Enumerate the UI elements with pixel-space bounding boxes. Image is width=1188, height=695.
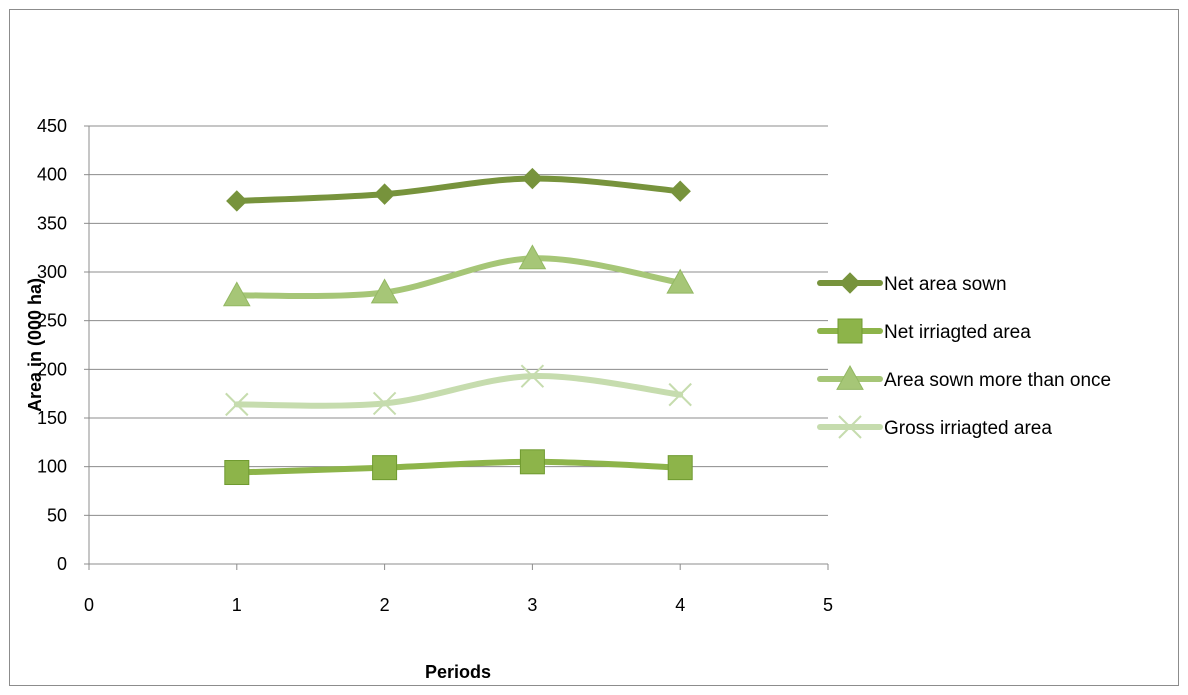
y-axis-title: Area in (000 ha) <box>25 278 45 412</box>
data-point <box>521 167 544 190</box>
y-tick-label: 0 <box>57 554 67 574</box>
legend: Net area sown Net irriagted area Area sown… <box>817 272 1111 439</box>
legend-label: Net area sown <box>884 274 1007 295</box>
series-lines <box>233 175 684 476</box>
legend-label: Net irriagted area <box>884 322 1031 343</box>
legend-marker <box>839 272 861 294</box>
y-tick-label: 150 <box>37 408 67 428</box>
chart-frame <box>9 9 1179 686</box>
data-point <box>225 392 249 417</box>
legend-label: Area sown more than once <box>884 370 1111 391</box>
axes <box>88 126 828 565</box>
x-tick-label: 1 <box>232 595 242 615</box>
series-line <box>233 373 684 409</box>
x-axis-title: Periods <box>425 662 491 682</box>
legend-label: Gross irriagted area <box>884 418 1052 439</box>
series-line <box>233 175 684 204</box>
y-tick-label: 400 <box>37 165 67 185</box>
data-point <box>222 281 251 307</box>
y-tick-label: 250 <box>37 311 67 331</box>
data-point <box>668 382 692 407</box>
data-point <box>372 455 398 481</box>
series-markers <box>222 167 695 486</box>
y-tick-labels: 0 50 100 150 200 250 300 350 400 450 <box>37 116 67 574</box>
data-point <box>372 391 397 416</box>
series-line <box>233 458 684 476</box>
data-point <box>224 460 250 486</box>
y-tick-label: 50 <box>47 505 67 525</box>
y-tick-label: 200 <box>37 359 67 379</box>
y-tick-label: 300 <box>37 262 67 282</box>
data-point <box>669 180 691 202</box>
x-tick-labels: 0 1 2 3 4 5 <box>84 595 833 615</box>
data-point <box>519 449 545 475</box>
gridlines <box>84 125 829 570</box>
legend-marker <box>836 364 864 390</box>
series-line <box>233 255 684 300</box>
data-point <box>520 364 545 388</box>
data-point <box>226 190 248 212</box>
data-point <box>370 278 399 304</box>
x-tick-label: 0 <box>84 595 94 615</box>
x-tick-label: 3 <box>527 595 537 615</box>
x-tick-label: 4 <box>675 595 685 615</box>
y-tick-label: 100 <box>37 457 67 477</box>
data-point <box>518 244 547 270</box>
y-tick-label: 450 <box>37 116 67 136</box>
data-point <box>373 183 396 205</box>
legend-marker <box>837 318 863 344</box>
x-tick-label: 2 <box>380 595 390 615</box>
y-tick-label: 350 <box>37 213 67 233</box>
x-tick-label: 5 <box>823 595 833 615</box>
data-point <box>666 268 695 294</box>
data-point <box>667 455 693 481</box>
legend-marker <box>838 415 862 439</box>
